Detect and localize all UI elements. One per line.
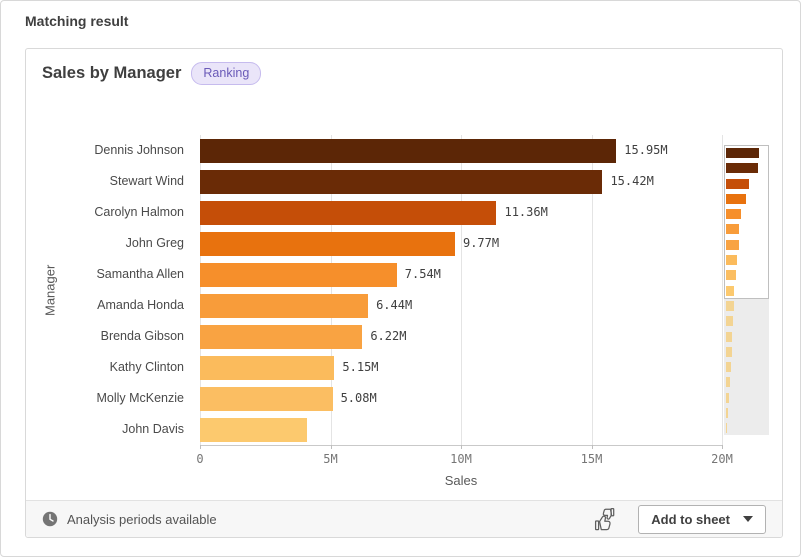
- category-label: Samantha Allen: [96, 267, 184, 281]
- bar[interactable]: [200, 356, 335, 380]
- gridline: [461, 135, 462, 445]
- category-label: Kathy Clinton: [109, 360, 184, 374]
- x-tick-label: 5M: [323, 452, 338, 466]
- bar-value-label: 11.36M: [504, 205, 548, 219]
- bar-row: 6.22M: [200, 321, 722, 352]
- minimap-bar: [726, 239, 739, 250]
- thumbs-up-down-icon[interactable]: [593, 507, 620, 532]
- minimap-bar: [726, 255, 737, 266]
- bar[interactable]: [200, 232, 455, 256]
- bar-value-label: 6.22M: [370, 329, 407, 343]
- bar[interactable]: [200, 170, 603, 194]
- bar[interactable]: [200, 418, 307, 442]
- minimap-bar: [726, 148, 759, 158]
- bar-row: 5.08M: [200, 383, 722, 414]
- minimap-bar: [726, 224, 740, 235]
- chart-title: Sales by Manager: [42, 63, 182, 82]
- axis-tick: [461, 445, 462, 449]
- chart-scrollbar[interactable]: [724, 145, 769, 435]
- minimap-bar: [726, 193, 746, 204]
- category-label: Carolyn Halmon: [94, 205, 184, 219]
- minimap-bar: [726, 209, 742, 220]
- minimap-bar: [726, 331, 733, 342]
- bar-row: 7.54M: [200, 259, 722, 290]
- bar-value-label: 9.77M: [462, 236, 500, 250]
- bar[interactable]: [200, 294, 369, 318]
- axis-tick: [722, 445, 723, 449]
- category-label: Brenda Gibson: [100, 329, 184, 343]
- bar-row: 15.95M: [200, 135, 722, 166]
- bar[interactable]: [200, 201, 497, 225]
- bar-value-label: 7.54M: [404, 267, 441, 281]
- bar[interactable]: [200, 139, 617, 163]
- status-text: Analysis periods available: [67, 511, 217, 527]
- minimap-bar: [726, 377, 730, 388]
- bar-row: 5.15M: [200, 352, 722, 383]
- minimap-bar: [726, 285, 735, 296]
- bar-value-label: 5.08M: [340, 391, 377, 405]
- analysis-periods-status: Analysis periods available: [42, 511, 217, 527]
- bar[interactable]: [200, 325, 363, 349]
- category-label: Stewart Wind: [109, 174, 184, 188]
- bar-value-label: 15.95M: [624, 143, 668, 157]
- axis-tick: [330, 445, 332, 449]
- category-label: Molly McKenzie: [96, 391, 184, 405]
- gridline: [591, 135, 593, 445]
- bar-row: 11.36M: [200, 197, 722, 228]
- add-to-sheet-button[interactable]: Add to sheet: [638, 504, 766, 534]
- gridline: [200, 135, 201, 445]
- category-label: John Greg: [125, 236, 184, 250]
- plot-area: 15.95M 15.42M 11.36M 9.77M 7.54M 6.44M 6.22M 5.…: [200, 135, 723, 446]
- x-axis-title: Sales: [444, 473, 478, 488]
- bar[interactable]: [200, 263, 397, 287]
- minimap-bar: [726, 163, 758, 174]
- page-title: Matching result: [25, 13, 129, 29]
- minimap-bar: [726, 423, 728, 434]
- category-label: John Davis: [122, 422, 184, 436]
- ranking-badge: Ranking: [191, 62, 262, 85]
- add-to-sheet-label: Add to sheet: [651, 511, 730, 527]
- card-header: Sales by Manager Ranking: [42, 62, 262, 85]
- minimap-bar: [726, 346, 732, 357]
- bar-row: 6.44M: [200, 290, 722, 321]
- minimap-bar: [726, 362, 731, 373]
- chart-card: Sales by Manager Ranking Manager Dennis …: [25, 48, 783, 538]
- x-tick-label: 15M: [580, 452, 603, 466]
- bar-row: 15.42M: [200, 166, 722, 197]
- minimap-bar: [726, 300, 734, 311]
- category-label: Dennis Johnson: [94, 143, 184, 157]
- gridline: [722, 135, 723, 445]
- gridline: [330, 135, 332, 445]
- bar-row: 9.77M: [200, 228, 722, 259]
- x-tick-label: 20M: [711, 452, 733, 466]
- bar-value-label: 6.44M: [376, 298, 413, 312]
- bar-value-label: 15.42M: [610, 174, 654, 188]
- minimap-bar: [726, 178, 750, 189]
- x-axis: 0 5M 10M 15M 20M: [196, 445, 733, 467]
- axis-tick: [591, 445, 593, 449]
- minimap-bar: [726, 316, 733, 327]
- bar[interactable]: [200, 387, 333, 411]
- axis-tick: [200, 445, 201, 449]
- x-tick-label: 0: [196, 452, 204, 466]
- x-tick-label: 10M: [450, 452, 472, 466]
- bar-value-label: 5.15M: [342, 360, 379, 374]
- clock-icon: [42, 511, 58, 527]
- bar-row: [200, 414, 722, 445]
- y-axis-labels: Dennis Johnson Stewart Wind Carolyn Halmon…: [26, 135, 192, 445]
- minimap-bar: [726, 392, 730, 403]
- card-footer: Analysis periods available Add to sheet: [26, 500, 782, 537]
- minimap-bar: [726, 408, 729, 419]
- caret-down-icon: [743, 516, 753, 522]
- scrollbar-minimap-bars: [726, 148, 769, 435]
- category-label: Amanda Honda: [97, 298, 184, 312]
- minimap-bar: [726, 270, 737, 281]
